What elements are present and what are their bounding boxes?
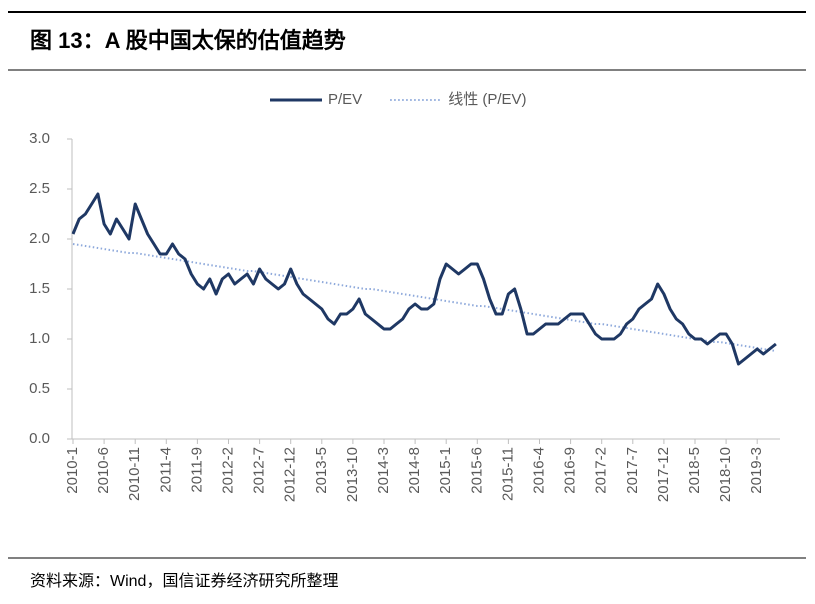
- x-tick-label: 2017-12: [655, 447, 672, 502]
- header-title: 图 13：A 股中国太保的估值趋势: [30, 28, 346, 53]
- x-tick-label: 2012-7: [251, 447, 268, 494]
- y-tick-label: 3.0: [29, 130, 50, 147]
- x-tick-label: 2010-6: [95, 447, 112, 494]
- x-tick-label: 2015-6: [468, 447, 485, 494]
- legend-label: 线性 (P/EV): [448, 91, 526, 108]
- x-tick-label: 2017-7: [624, 447, 641, 494]
- x-tick-label: 2010-11: [126, 447, 143, 501]
- x-tick-label: 2014-8: [406, 447, 423, 494]
- x-tick-label: 2010-1: [64, 447, 81, 494]
- x-tick-label: 2019-3: [748, 447, 765, 494]
- source-note: 资料来源：Wind，国信证券经济研究所整理: [30, 572, 338, 590]
- legend-label: P/EV: [328, 91, 362, 108]
- x-tick-label: 2013-10: [344, 447, 361, 502]
- x-tick-label: 2011-4: [157, 447, 174, 493]
- x-tick-label: 2013-5: [313, 447, 330, 494]
- x-tick-label: 2015-11: [499, 447, 516, 501]
- series-line: [71, 192, 777, 366]
- x-tick-label: 2017-2: [593, 447, 610, 494]
- y-tick-label: 0.5: [29, 380, 50, 397]
- series-line: [72, 243, 777, 352]
- x-tick-label: 2014-3: [375, 447, 392, 494]
- x-tick-label: 2016-9: [562, 447, 579, 494]
- y-tick-label: 1.5: [29, 280, 50, 297]
- y-tick-label: 0.0: [29, 430, 50, 447]
- y-tick-label: 1.0: [29, 330, 50, 347]
- x-tick-label: 2012-12: [282, 447, 299, 502]
- x-tick-label: 2012-2: [219, 447, 236, 494]
- x-tick-label: 2018-10: [717, 447, 734, 502]
- x-tick-label: 2015-1: [437, 447, 454, 494]
- x-tick-label: 2011-9: [188, 447, 205, 493]
- y-tick-label: 2.5: [29, 180, 50, 197]
- y-tick-label: 2.0: [29, 230, 50, 247]
- x-tick-label: 2018-5: [686, 447, 703, 494]
- x-tick-label: 2016-4: [530, 447, 547, 494]
